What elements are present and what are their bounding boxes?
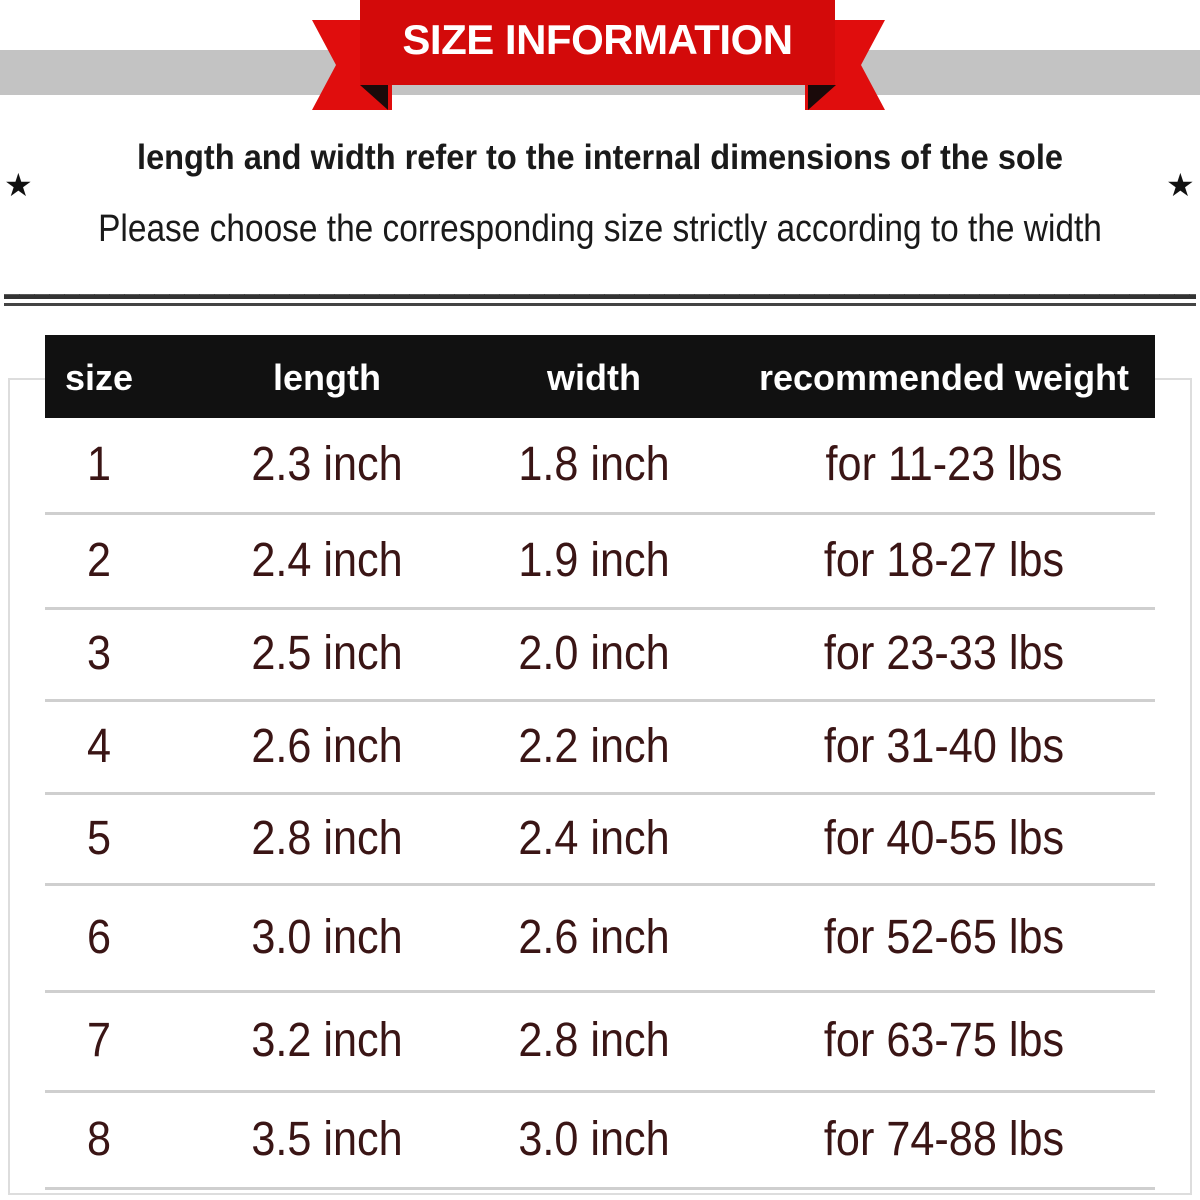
table-cell: 2.0 inch [518,627,670,680]
table-cell: 8 [86,1112,112,1166]
table-cell: 6 [86,910,112,964]
table-row: 1 2.3 inch 1.8 inch for 11-23 lbs [45,418,1155,515]
table-row: 2 2.4 inch 1.9 inch for 18-27 lbs [45,515,1155,610]
table-cell: 2.8 inch [251,811,403,865]
column-header: length [273,357,381,398]
banner-title: SIZE INFORMATION [360,0,835,85]
note-line-1: length and width refer to the internal d… [137,138,1063,177]
table-cell: for 63-75 lbs [823,1014,1065,1067]
table-cell: 1 [86,437,112,491]
table-cell: 2.2 inch [518,719,670,773]
table-row: 3 2.5 inch 2.0 inch for 23-33 lbs [45,610,1155,702]
table-cell: for 74-88 lbs [823,1112,1065,1166]
star-icon: ★ [4,167,33,203]
table-cell: 5 [86,811,112,865]
table-cell: 3.0 inch [251,910,403,964]
table-cell: for 11-23 lbs [825,437,1063,491]
table-cell: 2.6 inch [518,910,670,964]
table-row: 6 3.0 inch 2.6 inch for 52-65 lbs [45,886,1155,993]
table-cell: 2.3 inch [251,437,403,491]
table-row: 7 3.2 inch 2.8 inch for 63-75 lbs [45,993,1155,1093]
table-cell: 3.5 inch [251,1112,403,1166]
table-cell: 4 [86,719,112,773]
table-cell: 2.4 inch [518,811,670,865]
note-line-2: Please choose the corresponding size str… [98,208,1102,250]
table-row: 8 3.5 inch 3.0 inch for 74-88 lbs [45,1093,1155,1190]
table-cell: 3.0 inch [518,1112,670,1166]
table-cell: 7 [86,1014,112,1067]
table-header: size length width recommended weight [45,335,1155,418]
column-header: size [64,357,134,398]
table-cell: for 23-33 lbs [823,627,1065,680]
table-cell: 2.8 inch [518,1014,670,1067]
table-cell: 1.9 inch [518,533,670,587]
table-cell: 3 [86,627,112,680]
table-cell: 2.4 inch [251,533,403,587]
table-cell: 3.2 inch [251,1014,403,1067]
table-cell: 2.6 inch [251,719,403,773]
table-row: 4 2.6 inch 2.2 inch for 31-40 lbs [45,702,1155,795]
bone-divider: ▬▬▬▬▬▬▬▬▬▬▬▬▬▬▬▬▬▬▬▬▬▬▬▬▬▬▬▬▬▬▬▬▬▬▬▬▬▬▬▬… [4,288,1196,306]
column-header: recommended weight [758,357,1130,398]
star-icon: ★ [1166,167,1195,203]
table-cell: for 40-55 lbs [823,811,1065,865]
table-cell: 1.8 inch [518,437,670,491]
table-cell: 2 [86,533,112,587]
table-cell: for 31-40 lbs [823,719,1065,773]
table-cell: 2.5 inch [251,627,403,680]
table-cell: for 52-65 lbs [823,910,1065,964]
column-header: width [547,357,641,398]
table-cell: for 18-27 lbs [823,533,1065,587]
table-row: 5 2.8 inch 2.4 inch for 40-55 lbs [45,795,1155,886]
